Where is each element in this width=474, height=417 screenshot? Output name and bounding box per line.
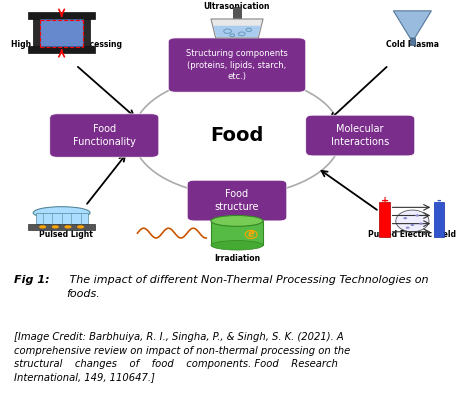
Text: Food
Functionality: Food Functionality xyxy=(73,124,136,147)
Ellipse shape xyxy=(419,223,423,225)
Polygon shape xyxy=(211,19,263,38)
Text: +: + xyxy=(381,196,389,206)
Ellipse shape xyxy=(33,207,90,219)
Bar xyxy=(211,221,263,245)
Ellipse shape xyxy=(415,214,419,216)
Text: Irradiation: Irradiation xyxy=(214,254,260,264)
Text: Pulsed Light: Pulsed Light xyxy=(39,230,93,239)
Ellipse shape xyxy=(396,210,429,232)
Text: Pulsed Electric Field: Pulsed Electric Field xyxy=(368,230,456,239)
Polygon shape xyxy=(213,26,261,37)
Bar xyxy=(233,7,241,19)
Ellipse shape xyxy=(52,225,59,229)
Bar xyxy=(379,202,390,237)
Text: e: e xyxy=(248,229,255,239)
FancyBboxPatch shape xyxy=(50,114,159,157)
Text: -: - xyxy=(437,196,441,206)
Bar xyxy=(434,202,444,237)
Ellipse shape xyxy=(64,225,72,229)
Text: High Pressure Processing: High Pressure Processing xyxy=(11,40,122,49)
Ellipse shape xyxy=(410,224,414,226)
Text: Food
structure: Food structure xyxy=(215,189,259,212)
Text: Cold Plasma: Cold Plasma xyxy=(386,40,439,49)
Text: [Image Credit: Barbhuiya, R. I., Singha, P., & Singh, S. K. (2021). A
comprehens: [Image Credit: Barbhuiya, R. I., Singha,… xyxy=(14,332,350,382)
Text: Molecular
Interactions: Molecular Interactions xyxy=(331,124,389,147)
Ellipse shape xyxy=(403,217,407,219)
Bar xyxy=(28,224,95,230)
Bar xyxy=(36,213,88,224)
Text: Fig 1:: Fig 1: xyxy=(14,276,50,285)
Ellipse shape xyxy=(211,241,263,250)
FancyBboxPatch shape xyxy=(168,38,306,92)
Ellipse shape xyxy=(39,225,46,229)
Text: Ultrasonication: Ultrasonication xyxy=(204,2,270,11)
Ellipse shape xyxy=(406,226,410,229)
Text: The impact of different Non-Thermal Processing Technologies on
foods.: The impact of different Non-Thermal Proc… xyxy=(66,276,428,299)
Bar xyxy=(28,46,95,53)
Polygon shape xyxy=(393,11,431,38)
Bar xyxy=(28,12,95,19)
Bar xyxy=(40,19,83,46)
Ellipse shape xyxy=(211,216,263,226)
Text: Food: Food xyxy=(210,126,264,145)
Ellipse shape xyxy=(77,225,84,229)
FancyBboxPatch shape xyxy=(187,180,287,221)
FancyBboxPatch shape xyxy=(306,115,415,156)
Bar xyxy=(410,38,415,45)
Text: Structuring components
(proteins, lipids, starch,
etc.): Structuring components (proteins, lipids… xyxy=(186,50,288,80)
Bar xyxy=(33,14,90,52)
